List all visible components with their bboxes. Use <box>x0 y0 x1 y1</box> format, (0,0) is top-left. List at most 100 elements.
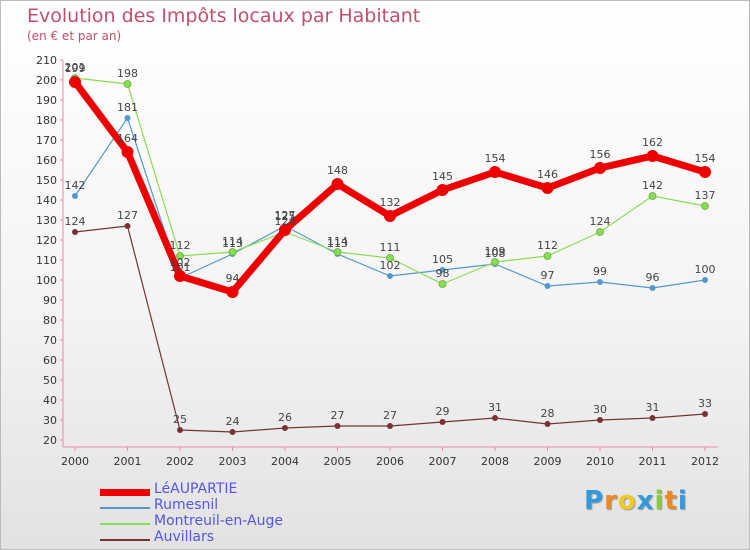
x-tick-label: 2003 <box>219 455 247 468</box>
data-point <box>123 80 132 88</box>
data-point <box>69 76 81 88</box>
x-tick-label: 2002 <box>166 455 194 468</box>
data-point <box>282 425 288 431</box>
data-point <box>229 429 236 435</box>
data-label: 113 <box>327 237 348 250</box>
data-label: 111 <box>380 241 401 254</box>
y-tick-label: 130 <box>36 214 57 227</box>
data-label: 112 <box>170 239 191 252</box>
data-point <box>646 150 659 162</box>
x-tick-label: 2009 <box>534 455 562 468</box>
x-tick-label: 2006 <box>376 455 404 468</box>
data-label: 198 <box>117 67 138 80</box>
data-point <box>384 210 396 222</box>
data-point <box>72 193 78 199</box>
legend-swatch <box>100 488 150 496</box>
x-tick-label: 2008 <box>481 455 509 468</box>
data-point <box>279 224 291 236</box>
data-label: 96 <box>646 271 660 284</box>
y-tick-label: 210 <box>36 54 57 67</box>
data-label: 114 <box>222 235 243 248</box>
data-point <box>649 415 656 421</box>
data-label: 127 <box>117 209 138 222</box>
logo-letter: x <box>636 486 655 516</box>
data-label: 145 <box>432 170 453 183</box>
data-point <box>541 182 554 194</box>
data-point <box>176 252 184 260</box>
data-point <box>491 258 499 266</box>
x-tick-label: 2011 <box>639 455 667 468</box>
data-point <box>226 286 239 298</box>
data-point <box>124 115 131 121</box>
data-label: 109 <box>485 245 506 258</box>
y-tick-label: 40 <box>43 394 57 407</box>
y-tick-label: 20 <box>43 434 57 447</box>
data-label: 29 <box>436 405 450 418</box>
data-point <box>597 279 603 285</box>
data-point <box>699 166 711 178</box>
legend-label: Montreuil-en-Auge <box>154 513 283 529</box>
legend-label: Rumesnil <box>154 497 219 513</box>
y-tick-label: 190 <box>36 94 57 107</box>
data-point <box>439 267 446 273</box>
y-tick-label: 170 <box>36 134 57 147</box>
data-label: 94 <box>226 272 240 285</box>
x-tick-label: 2000 <box>61 455 89 468</box>
data-label: 27 <box>383 409 397 422</box>
data-label: 100 <box>695 263 716 276</box>
data-label: 98 <box>436 267 450 280</box>
y-tick-label: 140 <box>36 194 57 207</box>
data-point <box>174 270 186 282</box>
x-tick-label: 2001 <box>114 455 142 468</box>
y-tick-label: 150 <box>36 174 57 187</box>
data-point <box>436 184 449 196</box>
data-label: 125 <box>275 210 296 223</box>
y-tick-label: 180 <box>36 114 57 127</box>
y-tick-label: 80 <box>43 314 57 327</box>
chart-title: Evolution des Impôts locaux par Habitant <box>27 5 421 27</box>
data-label: 28 <box>541 407 555 420</box>
data-point <box>648 192 657 200</box>
y-tick-label: 200 <box>36 74 57 87</box>
data-label: 142 <box>642 179 663 192</box>
proxiti-logo: Proxiti <box>584 486 688 516</box>
legend-label: Auvillars <box>154 529 215 545</box>
y-tick-label: 60 <box>43 354 57 367</box>
legend-label: LéAUPARTIE <box>154 481 238 497</box>
y-tick-label: 30 <box>43 414 57 427</box>
data-point <box>594 162 606 174</box>
x-tick-label: 2012 <box>691 455 719 468</box>
data-label: 33 <box>698 397 712 410</box>
data-point <box>702 277 708 283</box>
data-label: 137 <box>695 189 716 202</box>
data-point <box>543 252 552 260</box>
legend-swatch <box>100 539 150 541</box>
y-tick-label: 120 <box>36 234 57 247</box>
data-label: 124 <box>65 215 86 228</box>
data-label: 164 <box>117 132 138 145</box>
data-label: 97 <box>541 269 555 282</box>
data-label: 25 <box>173 413 187 426</box>
data-point <box>121 146 134 158</box>
data-point <box>701 202 709 210</box>
data-point <box>333 248 342 256</box>
data-label: 102 <box>170 256 191 269</box>
data-point <box>438 280 447 288</box>
y-tick-label: 110 <box>36 254 57 267</box>
data-point <box>649 285 656 291</box>
logo-letter: r <box>604 486 618 516</box>
logo-letter: i <box>654 486 665 516</box>
data-label: 148 <box>327 164 348 177</box>
legend-swatch <box>100 523 150 525</box>
logo-letter: t <box>664 486 678 516</box>
data-label: 181 <box>117 101 138 114</box>
data-point <box>331 178 344 190</box>
logo-letter: P <box>584 486 605 516</box>
data-label: 142 <box>65 179 86 192</box>
data-point <box>228 248 237 256</box>
data-label: 154 <box>485 152 506 165</box>
data-point <box>72 229 78 235</box>
data-label: 146 <box>537 168 558 181</box>
y-tick-label: 90 <box>43 294 57 307</box>
